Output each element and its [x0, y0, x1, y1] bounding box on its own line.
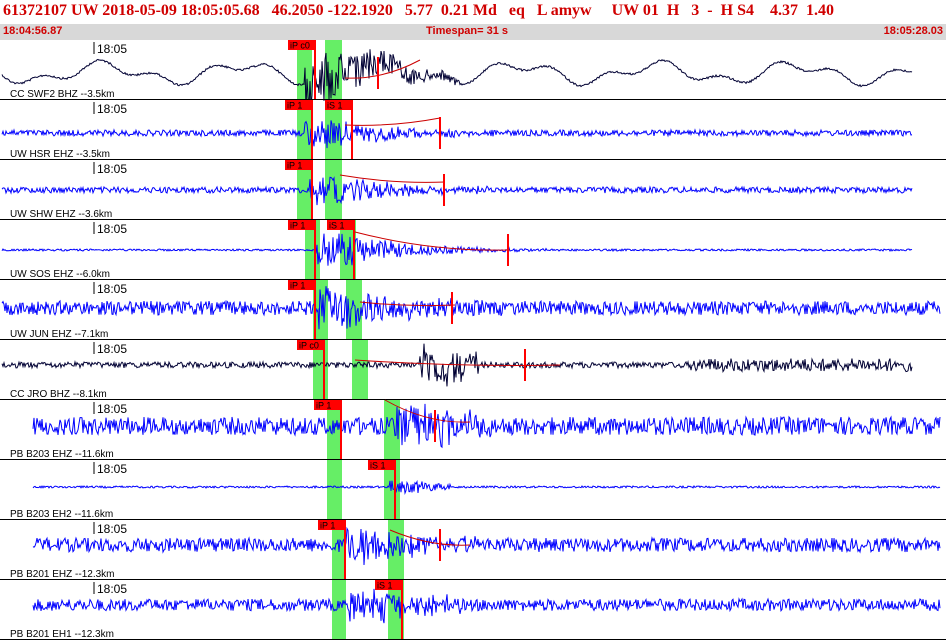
waveform-trace — [1, 343, 913, 387]
pick-window — [297, 160, 312, 220]
pick-box — [368, 460, 395, 470]
channel-label: UW SOS EHZ --6.0km — [10, 269, 110, 280]
time-label: 18:05 — [97, 462, 127, 476]
pick-box — [327, 220, 354, 230]
waveform-trace — [1, 120, 913, 149]
time-label: 18:05 — [97, 402, 127, 416]
pick-label: iP c0 — [290, 41, 310, 51]
pick-label: iP 1 — [287, 161, 302, 171]
pick-window — [313, 280, 328, 340]
waveform-trace — [1, 286, 941, 330]
pick-window — [384, 400, 400, 460]
waveform-trace — [32, 479, 941, 495]
phase-pick[interactable]: iP c0 — [288, 40, 316, 100]
pick-box — [285, 160, 312, 170]
coda-curve — [354, 231, 511, 251]
channel-row[interactable]: 18:05 iS 1 PB B203 EH2 --11.6km — [0, 460, 946, 520]
seismogram-panel[interactable]: 18:05 iP c0 CC SWF2 BHZ --3.5km 18:05 iP 1 iS… — [0, 40, 946, 640]
time-label: 18:05 — [97, 42, 127, 56]
pick-box — [314, 400, 341, 410]
pick-window — [332, 580, 346, 640]
pick-box — [297, 340, 324, 350]
timespan-label: Timespan= 31 s — [426, 25, 509, 37]
channel-label: PB B203 EH2 --11.6km — [10, 509, 113, 520]
phase-pick[interactable]: iP c0 — [297, 340, 325, 400]
phase-pick[interactable]: iS 1 — [375, 580, 403, 640]
coda-curve — [384, 399, 471, 423]
channel-label: PB B203 EHZ --11.6km — [10, 449, 114, 460]
channel-label: CC SWF2 BHZ --3.5km — [10, 89, 114, 100]
pick-label: iP 1 — [316, 401, 331, 411]
pick-label: iP 1 — [290, 221, 305, 231]
coda-curve — [359, 301, 456, 307]
waveform-trace — [1, 233, 913, 266]
pick-window — [352, 340, 368, 400]
phase-pick[interactable]: iP 1 — [285, 100, 313, 160]
coda-curve — [354, 359, 561, 366]
channel-row[interactable]: 18:05 iP 1 UW SHW EHZ --3.6km — [0, 160, 946, 220]
pick-box — [288, 280, 315, 290]
channel-label: CC JRO BHZ --8.1km — [10, 389, 107, 400]
coda-curve — [389, 529, 471, 546]
channel-row[interactable]: 18:05 iS 1 PB B201 EH1 --12.3km — [0, 580, 946, 640]
channel-row[interactable]: 18:05 iP 1 iS 1 UW SOS EHZ --6.0km — [0, 220, 946, 280]
pick-box — [318, 520, 345, 530]
phase-pick[interactable]: iP 1 — [288, 280, 316, 340]
channel-label: UW HSR EHZ --3.5km — [10, 149, 110, 160]
channel-row[interactable]: 18:05 iP 1 PB B201 EHZ --12.3km — [0, 520, 946, 580]
pick-label: iS 1 — [329, 221, 345, 231]
start-time-label: 18:04:56.87 — [3, 25, 63, 37]
channel-label: PB B201 EH1 --12.3km — [10, 629, 114, 640]
time-label: 18:05 — [97, 342, 127, 356]
time-label: 18:05 — [97, 582, 127, 596]
pick-box — [288, 40, 315, 50]
time-label: 18:05 — [97, 222, 127, 236]
channel-row[interactable]: 18:05 iP 1 PB B203 EHZ --11.6km — [0, 399, 946, 460]
coda-curve — [344, 117, 441, 126]
phase-pick[interactable]: iP 1 — [285, 160, 313, 220]
channel-row[interactable]: 18:05 iP 1 iS 1 UW HSR EHZ --3.5km — [0, 100, 946, 160]
time-label: 18:05 — [97, 162, 127, 176]
pick-label: iS 1 — [327, 101, 343, 111]
time-label: 18:05 — [97, 522, 127, 536]
waveform-trace — [32, 526, 941, 566]
pick-window — [327, 460, 342, 520]
channel-label: UW SHW EHZ --3.6km — [10, 209, 112, 220]
phase-pick[interactable]: iS 1 — [325, 100, 353, 160]
channel-row[interactable]: 18:05 iP 1 UW JUN EHZ --7.1km — [0, 280, 946, 340]
phase-pick[interactable]: iS 1 — [327, 220, 355, 280]
phase-pick[interactable]: iP 1 — [314, 400, 342, 460]
event-header: 61372107 UW 2018-05-09 18:05:05.68 46.20… — [0, 0, 946, 40]
waveform-trace — [1, 176, 913, 206]
pick-label: iP 1 — [290, 281, 305, 291]
pick-box — [285, 100, 312, 110]
event-summary-line: 61372107 UW 2018-05-09 18:05:05.68 46.20… — [3, 2, 834, 19]
phase-pick[interactable]: iP 1 — [318, 520, 346, 580]
phase-pick[interactable]: iP 1 — [288, 220, 316, 280]
pick-box — [375, 580, 402, 590]
waveform-trace — [32, 403, 941, 449]
time-label: 18:05 — [97, 282, 127, 296]
pick-box — [288, 220, 315, 230]
waveform-trace — [32, 588, 941, 624]
channel-row[interactable]: 18:05 iP c0 CC SWF2 BHZ --3.5km — [0, 40, 946, 110]
pick-label: iS 1 — [370, 461, 386, 471]
time-label: 18:05 — [97, 102, 127, 116]
channel-label: UW JUN EHZ --7.1km — [10, 329, 108, 340]
pick-label: iP 1 — [320, 521, 335, 531]
coda-curve — [344, 59, 421, 79]
pick-label: iS 1 — [377, 581, 393, 591]
phase-pick[interactable]: iS 1 — [368, 460, 396, 520]
coda-curve — [339, 174, 446, 183]
end-time-label: 18:05:28.03 — [883, 25, 943, 37]
pick-window — [325, 160, 342, 220]
pick-label: iP 1 — [287, 101, 302, 111]
pick-box — [325, 100, 352, 110]
time-range-bar: 18:04:56.87 Timespan= 31 s 18:05:28.03 — [0, 24, 946, 40]
pick-label: iP c0 — [299, 341, 319, 351]
channel-label: PB B201 EHZ --12.3km — [10, 569, 114, 580]
channel-row[interactable]: 18:05 iP c0 CC JRO BHZ --8.1km — [0, 340, 946, 400]
waveform-trace — [1, 49, 913, 110]
